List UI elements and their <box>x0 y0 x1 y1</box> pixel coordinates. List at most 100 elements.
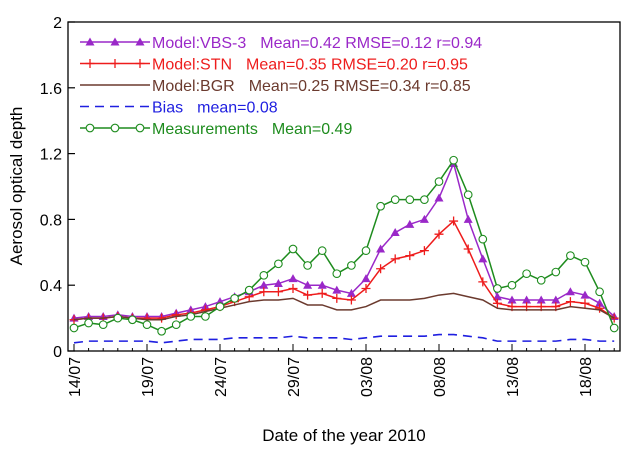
x-tick-label: 24/07 <box>213 357 230 397</box>
marker <box>288 244 298 254</box>
marker <box>98 320 108 330</box>
x-tick-label: 19/07 <box>140 357 157 397</box>
marker <box>361 246 371 256</box>
marker <box>85 123 95 133</box>
marker <box>135 59 145 68</box>
marker <box>478 277 488 287</box>
legend-label: Bias <box>152 100 183 117</box>
legend-stats: Mean=0.49 <box>272 121 353 138</box>
marker <box>346 288 356 297</box>
marker <box>110 123 120 133</box>
marker <box>536 275 546 285</box>
marker <box>230 294 239 303</box>
y-tick-label: 2 <box>53 15 62 32</box>
marker <box>434 229 444 239</box>
marker <box>536 295 546 304</box>
marker <box>361 274 371 283</box>
marker <box>449 155 458 165</box>
marker <box>259 280 269 289</box>
series <box>69 155 619 336</box>
legend-label: Model:BGR <box>152 78 235 95</box>
marker <box>478 234 488 244</box>
marker <box>463 190 473 200</box>
marker <box>84 318 93 328</box>
marker <box>376 264 386 274</box>
marker <box>259 287 269 297</box>
marker <box>361 283 371 293</box>
marker <box>347 261 356 270</box>
marker <box>69 323 79 333</box>
legend-stats: Mean=0.35 RMSE=0.20 r=0.95 <box>246 57 468 74</box>
marker <box>376 244 386 253</box>
marker <box>273 287 283 297</box>
series <box>69 158 619 322</box>
marker <box>317 280 327 289</box>
marker <box>259 270 269 280</box>
legend-stats: mean=0.08 <box>197 100 278 117</box>
marker <box>303 290 313 300</box>
marker <box>609 323 619 333</box>
legend-label: Model:VBS-3 <box>152 35 246 52</box>
series <box>73 292 615 321</box>
marker <box>390 254 400 264</box>
marker <box>142 320 152 330</box>
legend-stats: Mean=0.25 RMSE=0.34 r=0.85 <box>249 78 471 95</box>
series-line <box>73 161 615 319</box>
marker <box>244 285 254 295</box>
x-tick-label: 29/07 <box>286 357 303 397</box>
series-line <box>73 292 615 321</box>
marker <box>566 251 575 260</box>
marker <box>157 313 167 323</box>
marker <box>434 177 444 186</box>
marker <box>551 295 561 304</box>
marker <box>273 279 283 288</box>
y-tick-label: 1.6 <box>40 81 62 98</box>
marker <box>201 312 210 321</box>
marker <box>135 123 145 133</box>
marker <box>492 292 502 301</box>
marker <box>405 195 415 205</box>
marker <box>580 257 590 267</box>
plot-frame <box>67 21 621 352</box>
y-tick-label: 1.2 <box>40 147 62 164</box>
marker <box>317 246 327 256</box>
marker <box>420 195 429 205</box>
y-tick-label: 0 <box>53 344 62 361</box>
marker <box>215 302 225 311</box>
marker <box>463 214 473 223</box>
marker <box>135 37 145 46</box>
marker <box>317 288 327 298</box>
marker <box>463 244 473 254</box>
marker <box>405 219 415 228</box>
x-tick-label: 14/07 <box>67 357 84 397</box>
marker <box>595 287 604 297</box>
legend-stats: Mean=0.42 RMSE=0.12 r=0.94 <box>260 35 482 52</box>
marker <box>492 298 502 308</box>
marker <box>522 295 532 304</box>
marker <box>110 59 120 68</box>
series <box>73 333 615 344</box>
marker <box>580 290 590 299</box>
marker <box>522 269 531 279</box>
x-tick-label: 08/08 <box>432 357 449 397</box>
marker <box>580 298 590 308</box>
marker <box>565 287 575 296</box>
x-tick-label: 18/08 <box>578 357 595 397</box>
marker <box>332 285 342 294</box>
marker <box>186 312 196 321</box>
marker <box>507 280 517 290</box>
series <box>69 216 619 325</box>
marker <box>434 193 444 202</box>
series-line <box>73 158 615 333</box>
y-tick-label: 0.8 <box>40 212 62 229</box>
series-line <box>73 333 615 344</box>
marker <box>478 254 488 263</box>
marker <box>565 297 575 307</box>
marker <box>303 280 313 289</box>
x-axis-label: Date of the year 2010 <box>262 426 426 445</box>
marker <box>303 261 312 270</box>
marker <box>390 195 400 205</box>
marker <box>551 267 561 277</box>
marker <box>595 298 605 307</box>
